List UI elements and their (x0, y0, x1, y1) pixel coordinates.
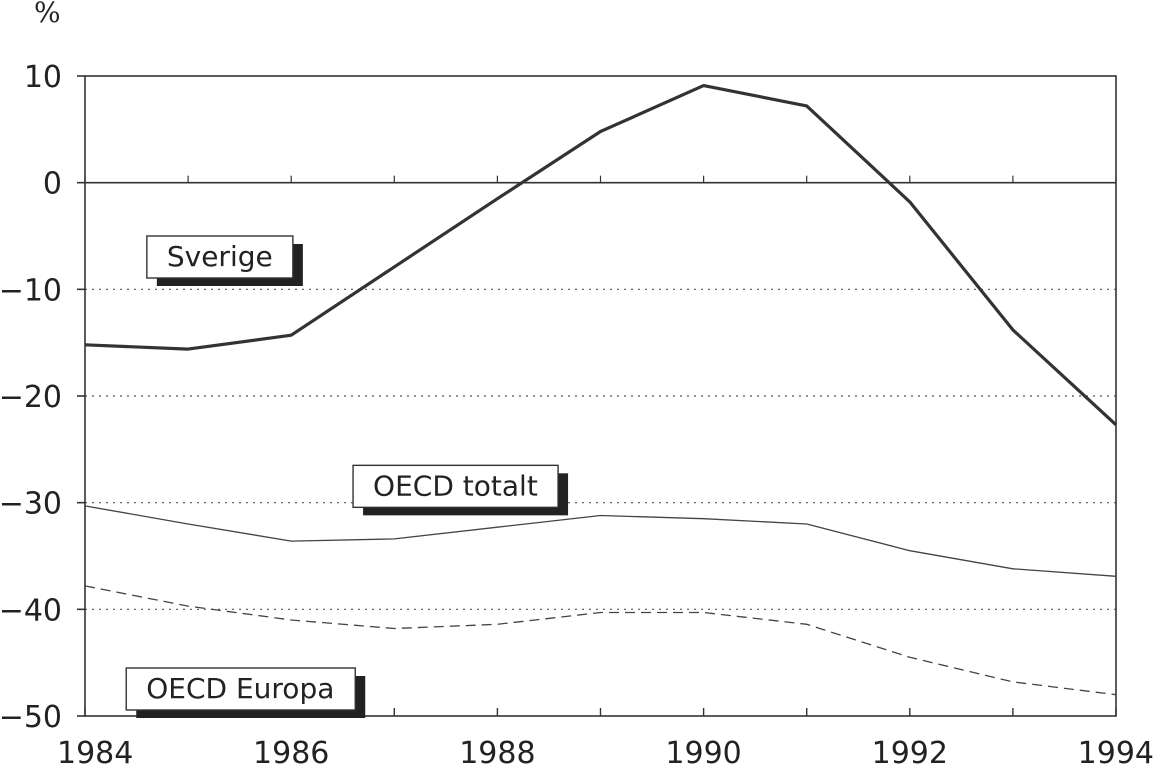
series-line-oecd-europa (84, 585, 1117, 696)
x-tick-label: 1990 (665, 736, 741, 769)
y-tick-label: −50 (0, 700, 62, 735)
series-line-sverige (84, 83, 1118, 426)
x-tick-label: 1984 (57, 736, 133, 769)
series-line-oecd-totalt (84, 505, 1117, 577)
x-tick-label: 1994 (1078, 736, 1154, 769)
y-tick-label: 0 (43, 167, 62, 202)
x-tick-label: 1986 (253, 736, 329, 769)
x-tick-label: 1988 (459, 736, 535, 769)
y-tick-label: −10 (0, 273, 62, 308)
x-tick-labels: 1984 1986 1988 1990 1992 1994 (57, 736, 1154, 769)
legend-box (146, 235, 294, 279)
series-lines (84, 83, 1118, 696)
legend-label: OECD Europa (146, 672, 334, 705)
legend-box (352, 464, 559, 509)
x-tick-label: 1992 (872, 736, 948, 769)
legend-sverige: Sverige (146, 235, 303, 286)
series-labels: Sverige OECD totalt OECD Europa (125, 235, 569, 718)
legend-label: OECD totalt (373, 469, 538, 502)
y-tick-label: 10 (24, 60, 62, 95)
legend-box (125, 667, 356, 711)
legend-oecd-europa: OECD Europa (125, 667, 366, 718)
y-unit-label: % (34, 0, 61, 29)
y-tick-labels: 10 0 −10 −20 −30 −40 −50 (0, 60, 62, 735)
y-tick-label: −40 (0, 593, 62, 628)
legend-oecd-totalt: OECD totalt (352, 464, 569, 516)
y-tick-label: −20 (0, 380, 62, 415)
legend-label: Sverige (167, 240, 273, 273)
y-tick-label: −30 (0, 487, 62, 522)
